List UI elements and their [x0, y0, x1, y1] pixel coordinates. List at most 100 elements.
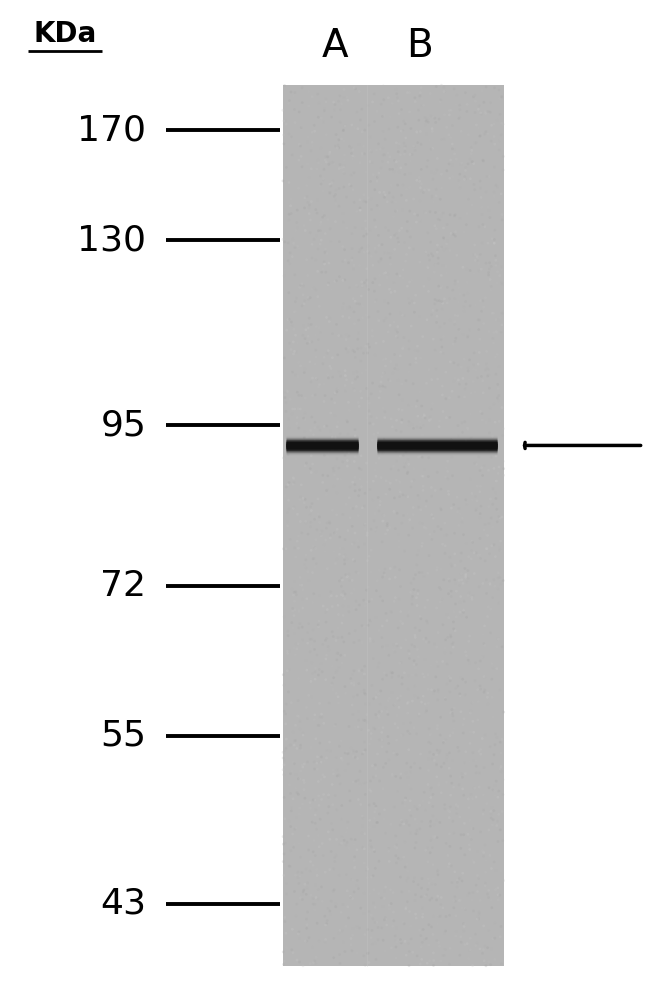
Point: [367, 328, 378, 344]
Text: KDa: KDa: [33, 20, 97, 48]
Point: [494, 133, 504, 149]
Point: [291, 327, 301, 343]
Point: [454, 573, 464, 589]
Point: [369, 720, 379, 736]
Point: [415, 516, 425, 532]
Point: [438, 257, 448, 273]
Point: [411, 709, 421, 725]
Point: [391, 453, 402, 469]
Point: [423, 247, 434, 263]
Point: [325, 438, 335, 454]
Point: [365, 612, 375, 628]
Point: [374, 806, 385, 822]
Point: [278, 745, 288, 761]
Point: [493, 783, 504, 799]
Text: 130: 130: [77, 223, 146, 257]
Point: [406, 825, 416, 841]
Point: [461, 376, 471, 392]
Point: [423, 751, 434, 767]
Point: [453, 427, 463, 443]
Point: [422, 225, 433, 241]
Point: [386, 940, 396, 956]
Point: [294, 800, 305, 816]
Point: [437, 948, 448, 964]
Point: [406, 220, 416, 236]
Point: [445, 673, 456, 689]
Point: [320, 243, 330, 259]
Point: [482, 528, 493, 544]
Point: [430, 715, 440, 731]
Point: [492, 813, 502, 829]
Point: [369, 491, 379, 508]
Point: [350, 720, 360, 736]
Point: [283, 684, 294, 700]
Point: [307, 134, 317, 150]
Point: [291, 367, 301, 383]
Point: [292, 641, 302, 657]
Point: [451, 685, 462, 701]
Point: [334, 198, 345, 214]
Point: [406, 764, 416, 780]
Point: [432, 756, 442, 772]
Point: [311, 843, 321, 859]
Point: [356, 288, 367, 304]
Point: [448, 354, 459, 370]
Point: [301, 515, 311, 531]
Point: [317, 637, 328, 653]
Point: [326, 391, 337, 407]
Point: [355, 112, 365, 128]
Point: [381, 310, 391, 326]
Point: [365, 837, 375, 853]
Point: [445, 550, 455, 566]
Point: [424, 527, 435, 543]
Point: [291, 549, 301, 565]
Point: [404, 668, 414, 684]
Point: [344, 279, 354, 295]
Point: [313, 617, 323, 633]
Point: [378, 640, 388, 656]
Point: [459, 711, 469, 727]
Point: [286, 695, 296, 711]
Point: [335, 114, 346, 130]
Point: [330, 899, 341, 915]
Point: [389, 825, 399, 841]
Point: [405, 146, 415, 162]
Point: [393, 784, 403, 800]
Point: [437, 900, 448, 916]
Point: [344, 454, 355, 470]
Point: [392, 832, 402, 848]
Point: [438, 328, 448, 344]
Point: [462, 648, 472, 664]
Point: [290, 293, 300, 309]
Point: [288, 791, 298, 807]
Point: [321, 614, 332, 630]
Point: [462, 205, 472, 221]
Point: [363, 945, 374, 961]
Point: [394, 540, 404, 556]
Point: [393, 361, 403, 377]
Point: [366, 731, 376, 747]
Point: [432, 862, 443, 878]
Point: [351, 859, 361, 875]
Point: [350, 525, 360, 541]
Point: [345, 793, 356, 809]
Point: [359, 684, 369, 700]
Point: [422, 258, 432, 274]
Point: [432, 933, 442, 949]
Point: [424, 327, 434, 343]
Point: [489, 537, 499, 553]
Point: [482, 940, 493, 956]
Point: [453, 274, 463, 290]
Point: [427, 120, 437, 136]
Point: [333, 363, 344, 379]
Point: [430, 291, 440, 307]
Point: [289, 756, 300, 772]
Point: [418, 478, 428, 494]
Point: [485, 804, 495, 820]
Point: [358, 220, 368, 236]
Point: [369, 691, 379, 707]
Point: [348, 745, 359, 761]
Point: [353, 881, 363, 897]
Point: [342, 820, 352, 836]
Point: [306, 374, 317, 390]
